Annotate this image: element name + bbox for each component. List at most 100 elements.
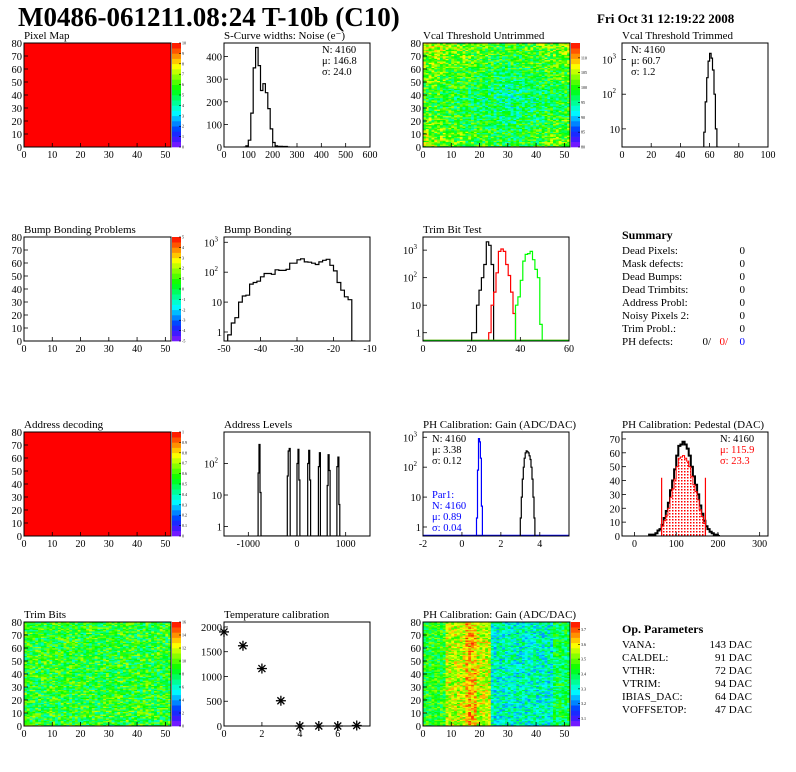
heatmap-cell (485, 119, 489, 122)
heatmap-cell (471, 134, 475, 136)
heatmap-cell (434, 111, 438, 114)
heatmap-cell (530, 97, 534, 100)
heatmap-cell (485, 124, 489, 127)
heatmap-cell (473, 113, 478, 115)
heatmap-cell (541, 136, 545, 139)
color-scale-label: 7 (182, 72, 184, 77)
heatmap-cell (451, 137, 455, 140)
heatmap-cell (428, 82, 432, 84)
heatmap-cell (519, 44, 523, 46)
x-tick-label: -50 (217, 344, 230, 355)
heatmap-cell (538, 122, 543, 124)
heatmap-cell (561, 74, 565, 76)
heatmap-cell (26, 628, 30, 631)
heatmap-cell (24, 646, 28, 649)
heatmap-cell (507, 122, 511, 124)
heatmap-cell (462, 78, 466, 80)
heatmap-cell (462, 56, 466, 58)
heatmap-cell (448, 80, 452, 83)
heatmap-cell (465, 134, 469, 136)
heatmap-cell (567, 63, 570, 66)
heatmap-cell (476, 124, 480, 127)
heatmap-cell (451, 123, 455, 126)
heatmap-cell (530, 126, 534, 128)
heatmap-cell (26, 650, 30, 653)
heatmap-cell (482, 137, 486, 140)
heatmap-cell (26, 698, 30, 701)
heatmap-cell (521, 65, 526, 67)
heatmap-cell (485, 123, 489, 126)
heatmap-cell (431, 100, 435, 102)
heatmap-cell (530, 62, 534, 65)
heatmap-cell (24, 677, 28, 680)
heatmap-cell (445, 126, 449, 128)
heatmap-cell (538, 143, 543, 145)
heatmap-cell (553, 135, 557, 137)
heatmap-cell (459, 61, 463, 63)
heatmap-cell (553, 69, 557, 71)
heatmap-cell (533, 110, 537, 113)
heatmap-cell (521, 84, 526, 87)
heatmap-cell (533, 106, 537, 109)
heatmap-cell (553, 100, 557, 102)
heatmap-cell (24, 663, 28, 666)
heatmap-cell (516, 91, 520, 93)
heatmap-cell (496, 83, 500, 85)
heatmap-cell (519, 70, 523, 72)
heatmap-cell (431, 84, 435, 87)
heatmap-cell (502, 106, 506, 109)
heatmap-cell (493, 102, 497, 105)
heatmap-cell (476, 92, 480, 94)
heatmap-cell (504, 136, 509, 139)
heatmap-cell (473, 141, 478, 144)
heatmap-cell (445, 58, 449, 61)
heatmap-cell (493, 70, 497, 72)
heatmap-cell (471, 45, 475, 48)
heatmap-cell (499, 127, 503, 130)
x-tick-label: -30 (290, 344, 303, 355)
heatmap-cell (493, 56, 497, 58)
histogram-line (243, 46, 290, 147)
heatmap-cell (437, 121, 441, 123)
heatmap-cell (490, 114, 494, 117)
heatmap-cell (468, 96, 472, 98)
heatmap-cell (564, 118, 568, 120)
heatmap-cell (553, 75, 557, 78)
heatmap-cell (555, 79, 559, 81)
y-tick-label: 30 (12, 298, 23, 309)
heatmap-cell (459, 113, 463, 115)
heatmap-cell (499, 108, 503, 110)
heatmap-cell (519, 128, 523, 131)
heatmap-cell (456, 102, 461, 105)
heatmap-cell (567, 65, 570, 67)
heatmap-cell (502, 135, 506, 137)
heatmap-cell (513, 115, 517, 118)
heatmap-cell (490, 58, 494, 61)
heatmap-cell (434, 118, 438, 120)
heatmap-cell (510, 85, 514, 88)
heatmap-cell (26, 688, 30, 690)
heatmap-cell (476, 111, 480, 114)
heatmap-cell (513, 48, 517, 50)
heatmap-cell (454, 127, 458, 130)
heatmap-cell (439, 69, 444, 71)
heatmap-cell (445, 54, 449, 57)
heatmap-cell (502, 63, 506, 66)
heatmap-cell (502, 65, 506, 67)
heatmap-cell (428, 93, 432, 96)
heatmap-cell (485, 43, 489, 45)
heatmap-cell (423, 106, 427, 109)
heatmap-cell (544, 97, 548, 100)
heatmap-cell (516, 72, 520, 75)
heatmap-cell (555, 141, 559, 144)
heatmap-cell (547, 145, 551, 147)
heatmap-cell (29, 633, 33, 636)
color-scale-label: 3 (182, 255, 184, 260)
heatmap-cell (442, 84, 446, 87)
heatmap-cell (437, 48, 441, 50)
heatmap-cell (471, 50, 475, 53)
heatmap-cell (507, 83, 511, 85)
heatmap-cell (431, 74, 435, 76)
heatmap-cell (493, 97, 497, 100)
heatmap-cell (536, 87, 540, 89)
